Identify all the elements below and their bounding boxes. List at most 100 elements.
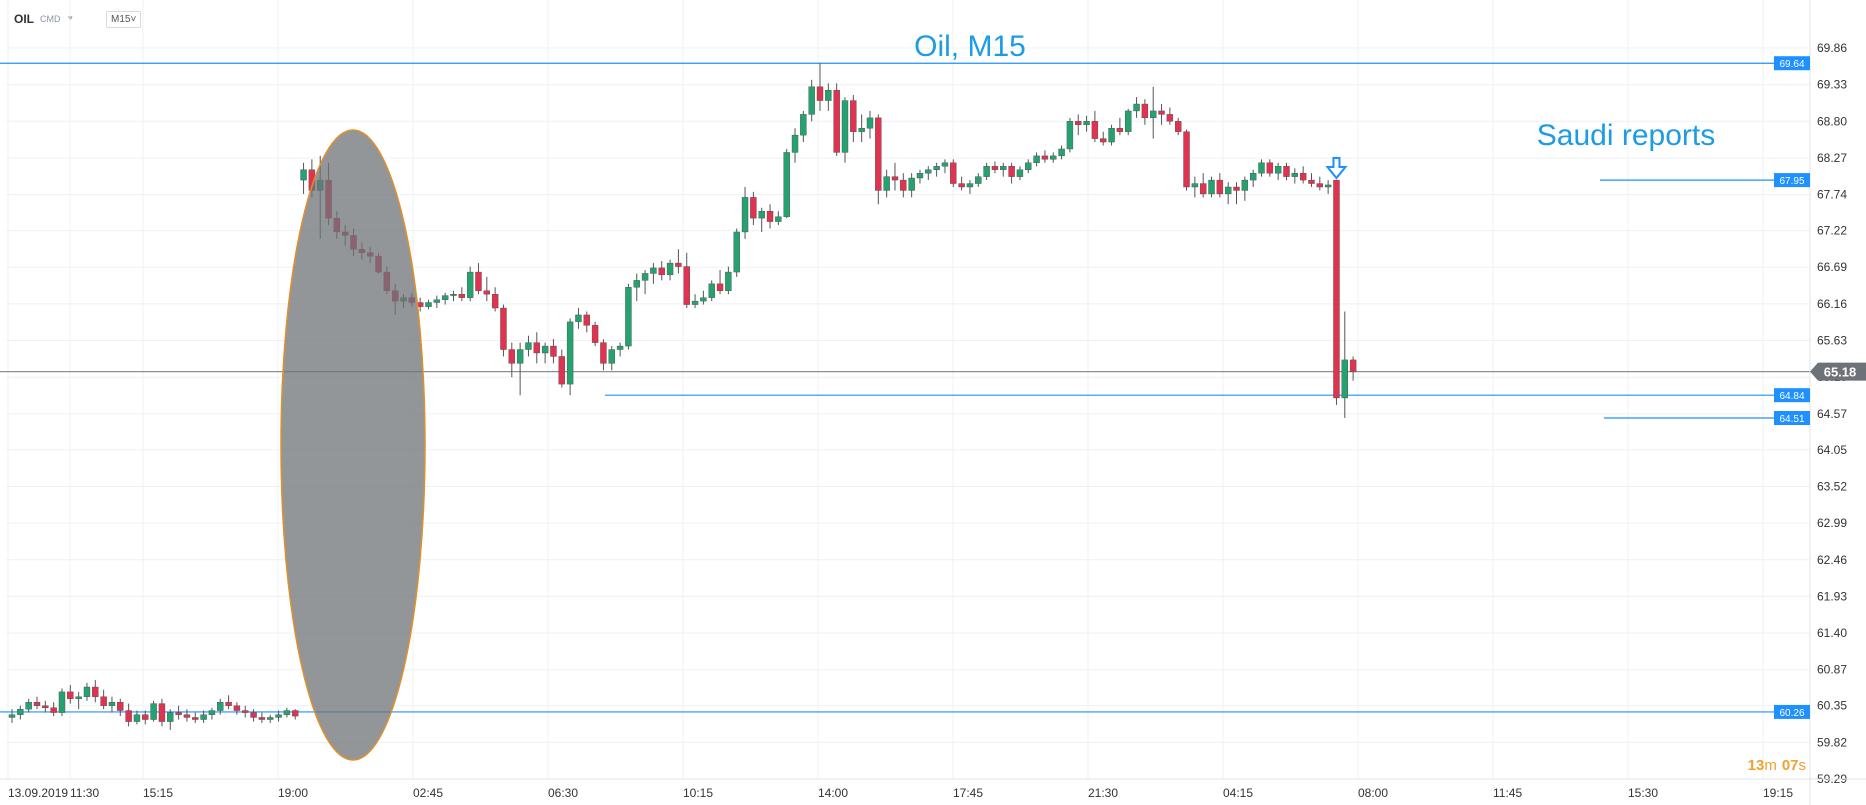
candle [1316, 176, 1324, 191]
candle [1249, 169, 1257, 188]
candle-body-down [1266, 162, 1274, 174]
time-axis: 13.09.2019 11:30 15:15 19:00 02:45 06:30 10:15… [0, 778, 1866, 800]
candle-body-up [516, 349, 524, 364]
price-tick-label: 69.86 [1817, 41, 1847, 55]
candle [691, 294, 699, 309]
candle-body-down [508, 349, 515, 364]
price-tick-label: 64.57 [1817, 407, 1847, 421]
current-price-label: 65.18 [1824, 365, 1857, 380]
candle-body-down [1299, 172, 1307, 181]
candle [700, 290, 707, 305]
candle-body-up [916, 172, 924, 179]
candle [1075, 114, 1082, 136]
candle [1058, 145, 1065, 160]
candle [283, 707, 291, 718]
candle [616, 342, 624, 357]
candle-body-up [300, 169, 307, 181]
candle-body-down [591, 325, 599, 343]
candle-body-up [1050, 155, 1057, 160]
candle-body-down [50, 707, 57, 713]
candle [1083, 115, 1090, 132]
candle-body-down [1216, 179, 1224, 195]
candle [1191, 176, 1199, 198]
candle-body-down [292, 710, 299, 717]
candle-body-up [58, 691, 66, 713]
candle [1133, 97, 1140, 118]
timeframe-selector[interactable]: M15˅ [106, 11, 142, 28]
candle [583, 311, 590, 333]
time-tick-label: 19:15 [1763, 786, 1793, 800]
candle-body-down [1316, 183, 1324, 188]
candle [1174, 117, 1182, 136]
candle-body-down [1349, 359, 1357, 372]
candle-body-up [775, 216, 782, 222]
candle [217, 698, 224, 715]
candle-body-up [1033, 155, 1040, 164]
candle-body-up [608, 349, 615, 364]
candle [966, 180, 974, 194]
candle-body-down [483, 290, 491, 295]
candle-body-down [533, 342, 540, 354]
level-lines [0, 62, 1810, 713]
candle [1041, 150, 1049, 163]
candle-body-up [866, 117, 874, 129]
candle [816, 63, 824, 111]
candle [791, 128, 799, 163]
exchange-label: CMD [40, 14, 61, 24]
candle [142, 710, 149, 725]
candle-body-down [991, 166, 999, 170]
level-tag [1774, 704, 1810, 719]
candle-body-down [175, 712, 182, 715]
candle [666, 259, 674, 281]
candle-body-up [1108, 128, 1115, 143]
candle [641, 269, 649, 295]
candle-body-down [458, 294, 466, 298]
candle-body-down [1075, 121, 1082, 125]
candle [1283, 162, 1290, 181]
price-tick-label: 65.63 [1817, 334, 1847, 348]
candle [1341, 311, 1349, 418]
candle-body-up [700, 297, 707, 302]
candle [17, 705, 24, 720]
candle-body-up [691, 300, 699, 305]
candle [566, 318, 574, 396]
level-tag-label: 67.95 [1779, 176, 1804, 187]
candle-body-down [183, 714, 191, 718]
price-tick-label: 61.40 [1817, 626, 1847, 640]
candle [475, 263, 482, 295]
candle [1308, 173, 1315, 188]
price-tick-label: 62.46 [1817, 553, 1847, 567]
symbol-label[interactable]: OIL [14, 12, 34, 26]
candle-body-up [633, 280, 640, 288]
candle-body-up [883, 176, 890, 191]
candle-body-down [1333, 179, 1340, 399]
candle-body-up [167, 712, 174, 722]
candle [158, 698, 166, 727]
candle [866, 110, 874, 139]
candle-body-up [150, 703, 157, 720]
candle [1100, 131, 1107, 146]
candle-body-down [1183, 131, 1190, 188]
candle [108, 696, 116, 713]
candle [758, 207, 765, 232]
time-tick-label: 04:15 [1223, 786, 1253, 800]
time-tick-label: 06:30 [548, 786, 578, 800]
candle [225, 695, 232, 710]
candle-body-up [1241, 179, 1249, 191]
candle-body-up [1341, 359, 1349, 399]
candle [133, 710, 141, 725]
candle [483, 276, 491, 302]
candle-body-down [1308, 179, 1315, 184]
candle [683, 252, 690, 309]
candle-body-down [1008, 166, 1015, 177]
candle-body-up [8, 714, 16, 718]
candle [1291, 168, 1299, 184]
candle-body-up [200, 714, 207, 720]
candle [1241, 176, 1249, 201]
candle-body-up [275, 714, 282, 718]
candle [500, 304, 507, 357]
candle-body-up [1025, 162, 1032, 170]
candle [242, 705, 249, 718]
candle [292, 709, 299, 720]
